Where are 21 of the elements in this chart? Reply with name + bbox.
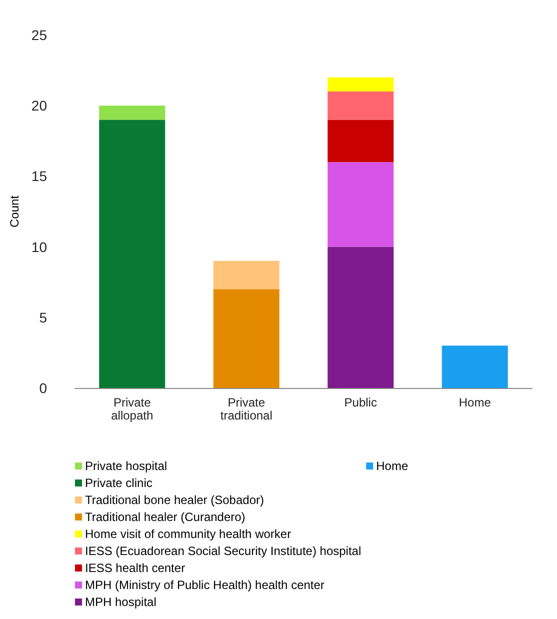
y-tick-label: 20: [31, 98, 48, 114]
legend-label: Home visit of community health worker: [85, 527, 292, 541]
legend-label: Private hospital: [85, 459, 168, 473]
y-tick-label: 0: [39, 380, 48, 396]
legend-label: Private clinic: [85, 476, 152, 490]
y-tick-label: 25: [31, 27, 48, 43]
legend-label: IESS (Ecuadorean Social Security Institute) hospital: [85, 544, 362, 558]
legend-label: Traditional bone healer (Sobador): [85, 493, 264, 507]
x-tick-label: Home: [458, 396, 492, 410]
legend-label: Home: [376, 459, 408, 473]
x-tick-label: Private traditional: [220, 396, 272, 422]
y-tick-label: 10: [31, 238, 48, 255]
x-tick-label: Public: [344, 396, 377, 410]
x-tick-label: Private allopath: [111, 396, 154, 422]
y-tick-label: 5: [39, 309, 48, 326]
y-axis-title: Count: [8, 194, 22, 228]
legend-label: MPH hospital: [85, 595, 156, 609]
legend-label: Traditional healer (Curandero): [85, 510, 246, 524]
y-tick-label: 15: [31, 168, 48, 184]
legend-label: MPH (Ministry of Public Health) health center: [85, 578, 324, 592]
legend-label: IESS health center: [85, 561, 186, 575]
